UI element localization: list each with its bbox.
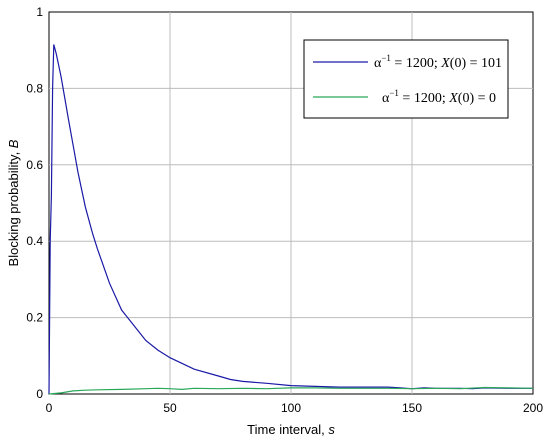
- legend-entry-series-2: α−1 = 1200; X(0) = 0: [382, 88, 496, 106]
- x-tick-label: 150: [402, 401, 422, 415]
- y-tick-label: 0.8: [26, 81, 43, 95]
- x-tick-label: 100: [281, 401, 301, 415]
- series-line-2: [48, 386, 534, 395]
- tick-labels: 0 50 100 150 200 0 0.2 0.4 0.6 0.8 1: [26, 5, 543, 415]
- legend: α−1 = 1200; X(0) = 101 α−1 = 1200; X(0) …: [303, 39, 509, 119]
- y-tick-label: 1: [36, 5, 43, 19]
- legend-box: [303, 39, 509, 119]
- x-tick-label: 0: [46, 401, 53, 415]
- y-axis-label: Blocking probability, B: [6, 139, 21, 266]
- series-layer: [48, 44, 534, 395]
- x-axis-label: Time interval, s: [247, 422, 335, 437]
- legend-entry-series-1: α−1 = 1200; X(0) = 101: [374, 53, 502, 71]
- x-tick-label: 50: [163, 401, 177, 415]
- x-tick-label: 200: [523, 401, 543, 415]
- y-tick-label: 0: [36, 387, 43, 401]
- y-tick-label: 0.4: [26, 234, 43, 248]
- y-tick-label: 0.2: [26, 311, 43, 325]
- y-tick-label: 0.6: [26, 158, 43, 172]
